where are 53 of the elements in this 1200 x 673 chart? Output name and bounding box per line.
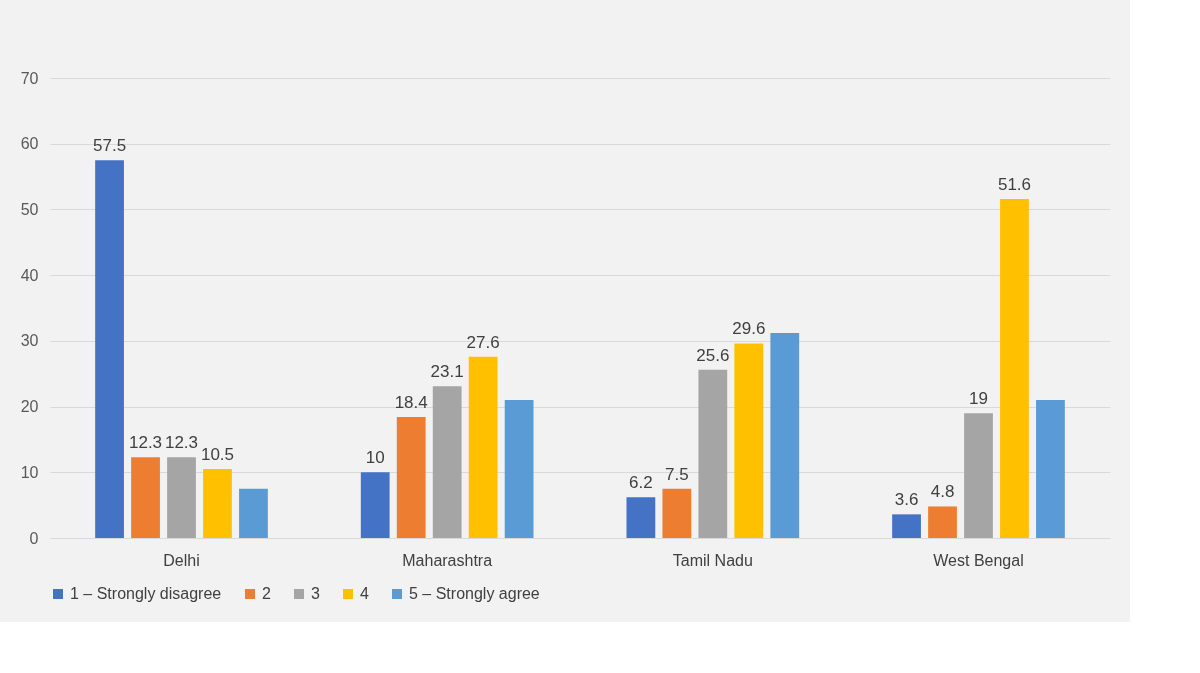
data-label: 12.3 bbox=[164, 433, 199, 453]
bar bbox=[964, 413, 993, 538]
data-label: 12.3 bbox=[128, 433, 163, 453]
bar bbox=[167, 457, 196, 538]
data-label: 25.6 bbox=[696, 345, 730, 365]
bar bbox=[131, 457, 160, 538]
bar bbox=[1000, 198, 1029, 538]
x-tick-label: Tamil Nadu bbox=[672, 551, 753, 569]
bar bbox=[734, 343, 764, 538]
y-tick-label: 40 bbox=[20, 266, 39, 284]
data-label: 7.5 bbox=[665, 464, 689, 484]
bar bbox=[239, 488, 268, 538]
data-label: 23.1 bbox=[430, 362, 464, 382]
bar bbox=[432, 386, 462, 538]
legend-label: 4 bbox=[360, 585, 369, 602]
data-label: 27.6 bbox=[466, 332, 500, 352]
data-label: 4.8 bbox=[930, 482, 955, 502]
bar bbox=[468, 356, 498, 538]
bar bbox=[360, 472, 390, 538]
y-tick-label: 30 bbox=[20, 332, 39, 350]
legend-label: 1 – Strongly disagree bbox=[70, 585, 222, 602]
x-tick-label: West Bengal bbox=[933, 551, 1024, 569]
bar bbox=[504, 400, 534, 538]
data-label: 19 bbox=[969, 389, 988, 409]
y-tick-label: 50 bbox=[20, 200, 39, 218]
bar bbox=[928, 506, 957, 538]
data-label: 10 bbox=[365, 448, 385, 468]
legend-label: 2 bbox=[262, 585, 271, 602]
data-label: 10.5 bbox=[200, 445, 235, 464]
bar bbox=[203, 469, 232, 538]
data-label: 18.4 bbox=[394, 393, 428, 413]
x-tick-label: Delhi bbox=[163, 551, 200, 569]
data-label: 3.6 bbox=[894, 490, 919, 510]
bar bbox=[95, 160, 124, 538]
y-tick-label: 60 bbox=[20, 135, 39, 153]
y-tick-label: 0 bbox=[29, 529, 39, 547]
data-label: 29.6 bbox=[732, 319, 766, 339]
legend-label: 3 bbox=[311, 585, 320, 602]
y-tick-label: 20 bbox=[20, 398, 39, 416]
bar bbox=[626, 497, 656, 538]
y-tick-label: 70 bbox=[20, 69, 39, 87]
bar bbox=[892, 514, 921, 538]
data-label: 6.2 bbox=[629, 473, 653, 493]
data-label: 57.5 bbox=[93, 136, 127, 156]
bar bbox=[396, 417, 426, 538]
data-label: 51.6 bbox=[997, 174, 1032, 194]
x-tick-label: Maharashtra bbox=[402, 551, 493, 569]
bar bbox=[662, 488, 692, 538]
y-tick-label: 10 bbox=[20, 463, 39, 481]
bar bbox=[770, 332, 800, 538]
legend-label: 5 – Strongly agree bbox=[409, 585, 540, 602]
bar bbox=[1036, 400, 1065, 538]
bar bbox=[698, 369, 728, 538]
